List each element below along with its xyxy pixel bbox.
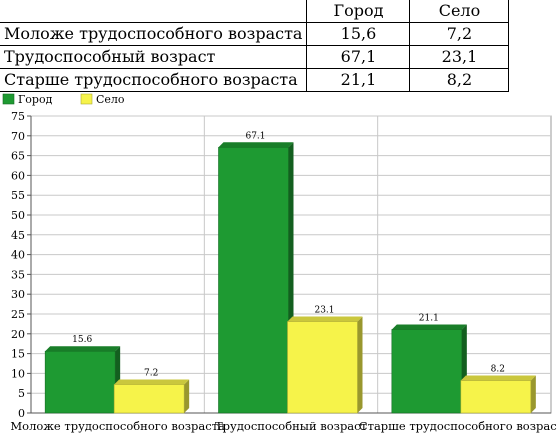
data-label: 23.1 xyxy=(314,306,334,316)
y-tick-label: 35 xyxy=(11,268,25,281)
data-label: 15.6 xyxy=(72,335,92,345)
y-tick-label: 30 xyxy=(11,288,25,301)
table-row: Старше трудоспособного возраста 21,1 8,2 xyxy=(0,68,510,92)
y-tick-label: 70 xyxy=(11,130,25,143)
bar-top xyxy=(287,316,363,322)
cell-city: 15,6 xyxy=(306,22,411,46)
y-tick-label: 5 xyxy=(18,387,25,400)
bar-top xyxy=(114,379,190,385)
legend: Город Село xyxy=(2,93,125,106)
table-header-row: Город Село xyxy=(0,0,510,23)
table-row: Моложе трудоспособного возраста 15,6 7,2 xyxy=(0,22,510,46)
labels: 15.6 67.1 21.1 7.2 23.1 8.2 xyxy=(72,131,505,378)
table-row: Трудоспособный возраст 67,1 23,1 xyxy=(0,45,510,69)
cell-village: 7,2 xyxy=(409,22,510,46)
cell-village: 23,1 xyxy=(409,45,510,69)
bar-side xyxy=(530,375,536,413)
axes: 0 5 10 15 20 25 30 35 40 45 50 55 60 65 70 75 Моложе тру… xyxy=(10,110,557,433)
bars xyxy=(44,142,536,414)
data-label: 8.2 xyxy=(491,365,505,375)
y-tick-label: 25 xyxy=(11,308,25,321)
cell-city: 67,1 xyxy=(306,45,411,69)
data-label: 7.2 xyxy=(144,368,158,378)
y-tick-label: 65 xyxy=(11,150,25,163)
bar-side xyxy=(184,379,190,413)
bar-side xyxy=(357,316,363,413)
row-label: Старше трудоспособного возраста xyxy=(0,68,308,92)
y-tick-label: 20 xyxy=(11,328,25,341)
bar-top xyxy=(391,324,467,330)
y-tick-label: 10 xyxy=(11,367,25,380)
row-label: Трудоспособный возраст xyxy=(0,45,308,69)
data-label: 67.1 xyxy=(245,131,265,141)
legend-label: Город xyxy=(18,93,53,106)
x-tick-label: Моложе трудоспособного возраста xyxy=(10,419,225,433)
x-tick-label: Трудоспособный возраст xyxy=(215,419,367,433)
bar xyxy=(113,384,185,414)
bar xyxy=(218,146,289,414)
bar xyxy=(44,350,116,414)
table-header-village: Село xyxy=(409,0,510,23)
data-table: Город Село Моложе трудоспособного возрас… xyxy=(0,0,510,92)
y-tick-label: 0 xyxy=(18,407,25,420)
bar xyxy=(460,380,532,414)
table-header-empty xyxy=(0,0,308,23)
y-tick-label: 55 xyxy=(11,189,25,202)
data-label: 21.1 xyxy=(419,313,439,323)
row-label: Моложе трудоспособного возраста xyxy=(0,22,308,46)
bar xyxy=(287,321,358,414)
y-tick-label: 60 xyxy=(11,169,25,182)
legend-label: Село xyxy=(96,93,125,106)
legend-swatch xyxy=(80,93,93,105)
bar-chart: 0 5 10 15 20 25 30 35 40 45 50 55 60 65 70 75 Моложе тру… xyxy=(2,93,557,433)
cell-village: 8,2 xyxy=(409,68,510,92)
bar-top xyxy=(218,142,294,148)
bar xyxy=(391,329,463,414)
y-tick-label: 45 xyxy=(11,229,25,242)
y-tick-label: 50 xyxy=(11,209,25,222)
bar-top xyxy=(45,346,121,352)
table-header-city: Город xyxy=(306,0,411,23)
y-tick-label: 75 xyxy=(11,110,25,123)
bar-top xyxy=(460,375,536,381)
cell-city: 21,1 xyxy=(306,68,411,92)
y-tick-label: 40 xyxy=(11,249,25,262)
x-tick-label: Старше трудоспособного возраста xyxy=(359,419,557,433)
y-tick-label: 15 xyxy=(11,348,25,361)
legend-swatch xyxy=(2,93,15,105)
